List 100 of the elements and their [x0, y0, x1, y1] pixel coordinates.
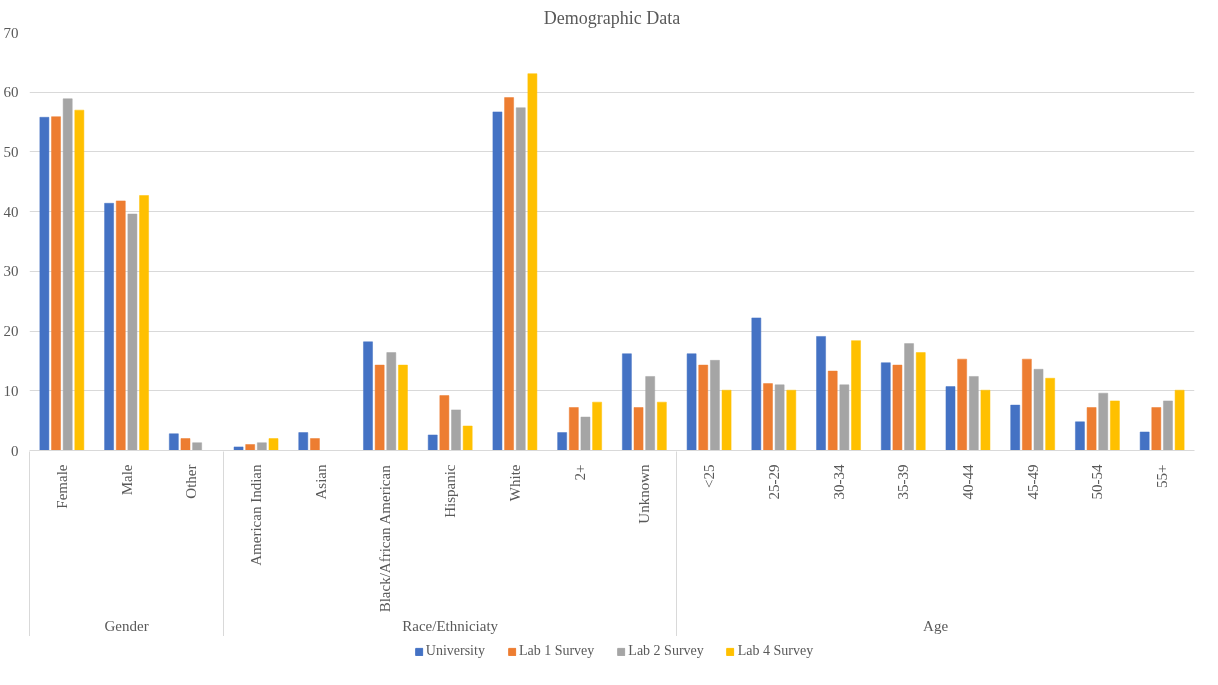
bar — [622, 353, 632, 451]
bar — [363, 341, 373, 451]
bar — [1010, 404, 1020, 451]
bar — [1151, 407, 1162, 451]
y-tick-label: 10 — [3, 382, 19, 399]
bar — [892, 364, 903, 451]
legend-label: Lab 1 Survey — [518, 643, 595, 659]
bar — [645, 376, 655, 451]
bar — [51, 116, 61, 451]
bar — [763, 383, 773, 451]
bar — [104, 203, 114, 451]
bar — [980, 389, 991, 451]
bar — [62, 98, 73, 451]
x-tick-label: Black/African American — [377, 464, 394, 613]
y-tick-label: 30 — [3, 263, 19, 280]
chart-title: Demographic Data — [543, 7, 681, 28]
bar — [592, 401, 602, 451]
x-tick-label: Asian — [312, 464, 329, 500]
bar — [774, 384, 785, 451]
bar — [310, 438, 320, 451]
bar — [398, 364, 408, 451]
bar — [816, 336, 826, 451]
x-tick-label: Other — [183, 464, 200, 499]
y-tick-label: 20 — [3, 323, 19, 340]
bar — [139, 195, 149, 451]
bar — [492, 111, 503, 451]
text: Race/Ethniciaty — [402, 617, 499, 634]
bar — [268, 438, 279, 451]
bar — [1045, 378, 1055, 451]
bar — [721, 389, 732, 451]
bar — [657, 401, 667, 451]
x-tick-label: Male — [118, 464, 135, 496]
bar — [1174, 389, 1185, 451]
x-tick-label: Hispanic — [442, 464, 459, 518]
legend-label: Lab 4 Survey — [737, 643, 814, 659]
bar — [115, 200, 126, 451]
bar — [1033, 369, 1044, 451]
bar — [439, 395, 450, 451]
bar — [233, 446, 244, 451]
x-tick-label: 30-34 — [830, 464, 847, 500]
bar — [839, 384, 850, 451]
bar — [1163, 400, 1173, 451]
bar — [851, 340, 861, 451]
bar — [515, 107, 526, 451]
bar — [945, 386, 956, 451]
bar — [504, 97, 514, 451]
legend-label: University — [425, 643, 485, 659]
bar — [1086, 407, 1097, 451]
bar — [1110, 400, 1120, 451]
bar — [374, 364, 385, 451]
bar — [880, 362, 891, 451]
bar — [74, 109, 85, 451]
x-tick-label: American Indian — [248, 464, 265, 566]
bar — [451, 409, 461, 451]
bar — [557, 432, 567, 451]
y-tick-label: 40 — [3, 203, 19, 220]
x-tick-label: 2+ — [571, 464, 588, 481]
bar — [298, 432, 309, 451]
bar — [180, 438, 191, 451]
bar — [915, 352, 926, 451]
bar — [633, 407, 644, 451]
bar — [527, 73, 538, 451]
bar — [386, 352, 397, 451]
x-tick-label: 40-44 — [959, 464, 976, 500]
bar — [127, 213, 138, 451]
bar — [192, 442, 202, 451]
bar — [957, 358, 967, 451]
x-tick-label: 50-54 — [1089, 464, 1106, 500]
bar — [904, 343, 914, 451]
bar — [827, 370, 838, 451]
x-tick-label: <25 — [701, 464, 718, 488]
bar — [698, 364, 709, 451]
bar — [751, 317, 762, 451]
bar — [710, 360, 720, 451]
bar — [786, 389, 797, 451]
x-tick-label: Female — [53, 464, 70, 509]
x-tick-label: 25-29 — [765, 464, 782, 500]
text: Gender — [104, 617, 149, 634]
text: Age — [923, 617, 949, 634]
bar — [1075, 421, 1085, 451]
x-tick-label: Unknown — [636, 464, 653, 524]
bar — [427, 434, 438, 451]
y-tick-label: 60 — [3, 84, 19, 101]
bar — [462, 425, 473, 451]
bar — [1139, 431, 1150, 451]
x-tick-label: White — [506, 464, 523, 502]
x-tick-label: 45-49 — [1024, 464, 1041, 500]
bar — [1022, 358, 1032, 451]
bar — [39, 117, 50, 451]
y-tick-label: 70 — [3, 24, 19, 41]
bar — [580, 416, 591, 451]
bar — [969, 376, 979, 451]
bar — [169, 433, 179, 451]
y-tick-label: 50 — [3, 143, 19, 160]
bar — [686, 353, 697, 451]
x-tick-label: 35-39 — [895, 464, 912, 500]
bar — [1098, 392, 1109, 451]
bar — [569, 407, 579, 451]
bar — [245, 444, 255, 451]
bar — [257, 442, 267, 451]
